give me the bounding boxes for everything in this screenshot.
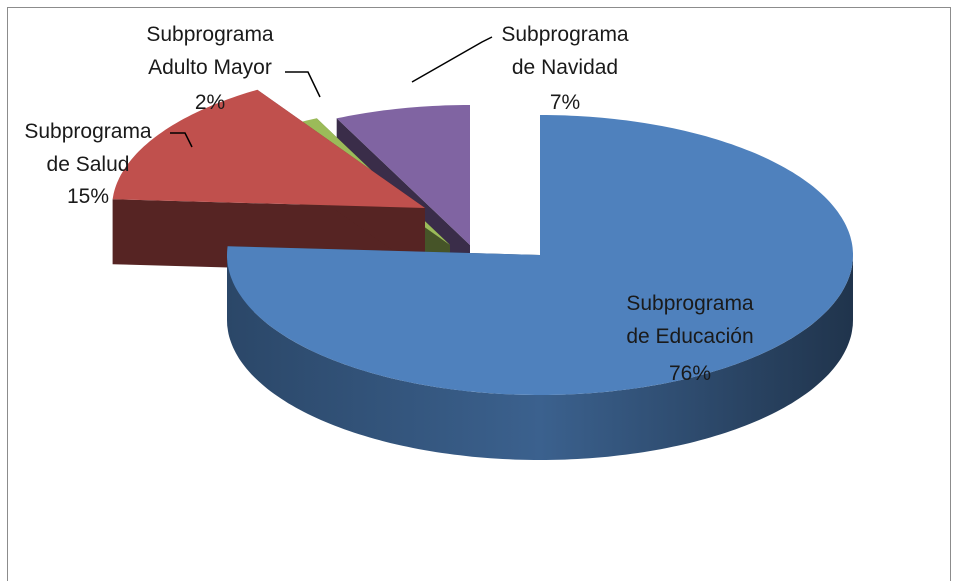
slice-label: Subprograma Adulto Mayor	[146, 23, 274, 79]
leader-line	[411, 36, 493, 83]
pie-slice	[336, 105, 470, 245]
value-label: 15%	[66, 185, 110, 208]
slice-side	[227, 255, 853, 460]
value-label: 7%	[549, 91, 581, 114]
leader-line	[285, 71, 321, 98]
slice-label: Subprograma de Educación	[626, 292, 754, 348]
value-label: 76%	[668, 362, 712, 385]
value-label: 2%	[194, 91, 226, 114]
pie-slice	[112, 89, 425, 208]
slice	[227, 115, 853, 460]
slice	[112, 89, 425, 273]
pie-slice	[227, 115, 853, 395]
leader-line	[170, 132, 193, 148]
slice-label: Subprograma de Salud	[24, 120, 152, 176]
slice-label: Subprograma de Navidad	[501, 23, 629, 79]
